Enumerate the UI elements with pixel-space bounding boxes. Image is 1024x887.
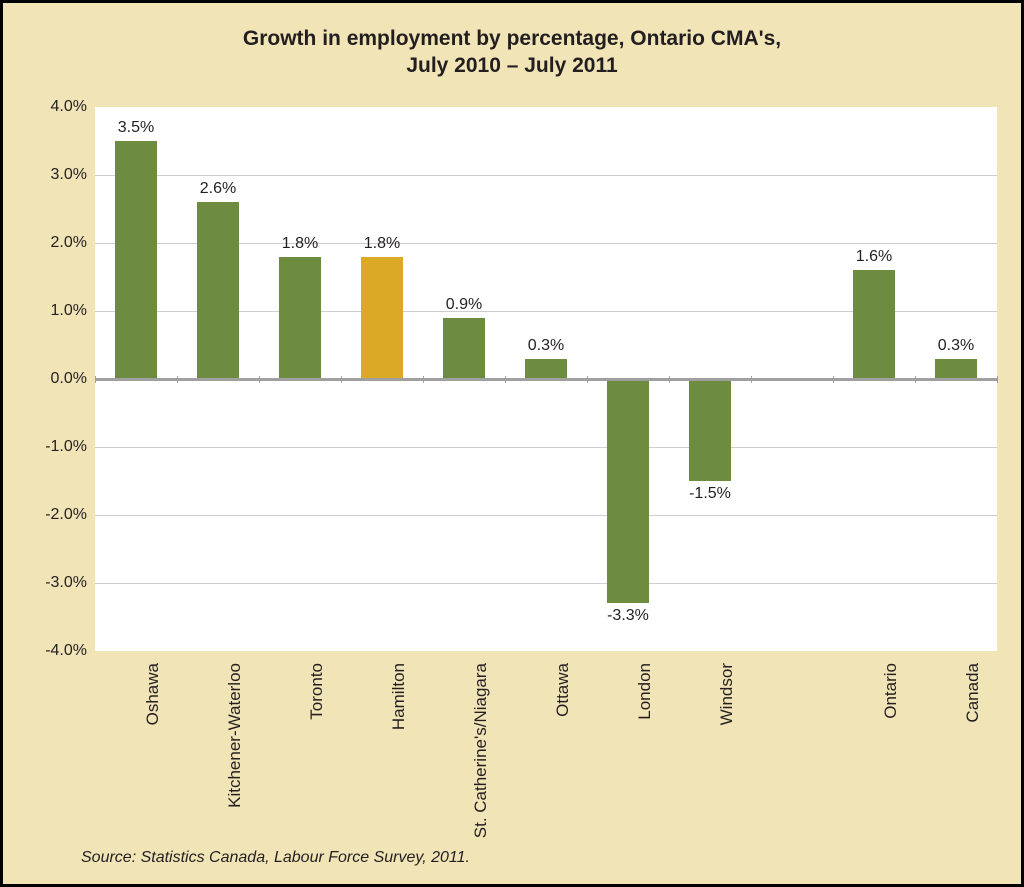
bar-value-label: 0.9% <box>446 296 482 314</box>
bar-value-label: 1.6% <box>856 248 892 266</box>
gridline <box>95 447 997 448</box>
bar <box>689 379 732 481</box>
bar-value-label: 0.3% <box>938 337 974 355</box>
y-tick-label: 4.0% <box>51 98 95 116</box>
bar <box>607 379 650 603</box>
bar-value-label: 1.8% <box>364 235 400 253</box>
gridline <box>95 515 997 516</box>
y-tick-label: -4.0% <box>45 642 95 660</box>
chart-title-line2: July 2010 – July 2011 <box>3 52 1021 79</box>
bar <box>279 257 322 379</box>
x-category-label: Oshawa <box>143 663 163 725</box>
y-tick-label: -3.0% <box>45 574 95 592</box>
bar-value-label: 0.3% <box>528 337 564 355</box>
bar <box>361 257 404 379</box>
y-tick-label: -1.0% <box>45 438 95 456</box>
source-text: Source: Statistics Canada, Labour Force … <box>81 849 470 867</box>
x-category-label: Hamilton <box>389 663 409 730</box>
x-category-label: Kitchener-Waterloo <box>225 663 245 808</box>
bar <box>443 318 486 379</box>
bar <box>935 359 978 379</box>
x-category-label: London <box>635 663 655 720</box>
bar-value-label: 2.6% <box>200 180 236 198</box>
gridline <box>95 175 997 176</box>
bar-value-label: 3.5% <box>118 119 154 137</box>
plot-area: -4.0%-3.0%-2.0%-1.0%0.0%1.0%2.0%3.0%4.0%… <box>95 107 997 651</box>
zero-axis-line <box>95 378 997 381</box>
x-category-label: Canada <box>963 663 983 723</box>
y-tick-label: 1.0% <box>51 302 95 320</box>
y-tick-label: -2.0% <box>45 506 95 524</box>
x-category-label: Ontario <box>881 663 901 719</box>
bar <box>115 141 158 379</box>
x-category-label: Windsor <box>717 663 737 725</box>
bar <box>853 270 896 379</box>
bar-value-label: -3.3% <box>607 607 649 625</box>
bar-value-label: -1.5% <box>689 485 731 503</box>
chart-title-line1: Growth in employment by percentage, Onta… <box>3 25 1021 52</box>
bar-value-label: 1.8% <box>282 235 318 253</box>
x-category-label: Toronto <box>307 663 327 720</box>
bar <box>197 202 240 379</box>
bar <box>525 359 568 379</box>
y-tick-label: 0.0% <box>51 370 95 388</box>
chart-title: Growth in employment by percentage, Onta… <box>3 3 1021 80</box>
y-tick-label: 2.0% <box>51 234 95 252</box>
x-category-label: St. Catherine's/Niagara <box>471 663 491 838</box>
gridline <box>95 583 997 584</box>
x-category-label: Ottawa <box>553 663 573 717</box>
y-tick-label: 3.0% <box>51 166 95 184</box>
